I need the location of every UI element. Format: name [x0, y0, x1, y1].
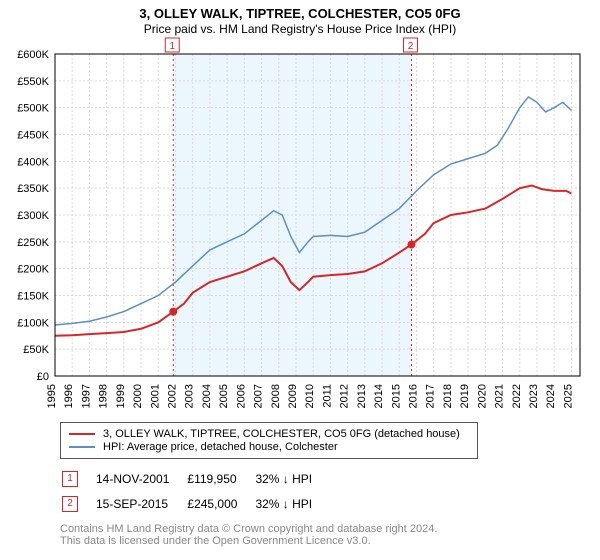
transaction-price: £245,000 — [187, 492, 253, 515]
chart-title: 3, OLLEY WALK, TIPTREE, COLCHESTER, CO5 … — [0, 6, 600, 21]
svg-text:1: 1 — [169, 41, 175, 52]
svg-text:£450K: £450K — [17, 130, 49, 142]
legend-label-property: 3, OLLEY WALK, TIPTREE, COLCHESTER, CO5 … — [103, 428, 460, 440]
svg-text:2007: 2007 — [253, 384, 265, 408]
svg-text:2008: 2008 — [270, 384, 282, 408]
svg-text:£200K: £200K — [17, 264, 49, 276]
transaction-row: 2 15-SEP-2015£245,00032% ↓ HPI — [62, 492, 328, 515]
transactions-table: 1 14-NOV-2001£119,95032% ↓ HPI 2 15-SEP-201… — [60, 465, 330, 517]
svg-text:2015: 2015 — [390, 384, 402, 408]
transaction-delta: 32% ↓ HPI — [255, 467, 328, 490]
svg-text:2009: 2009 — [287, 384, 299, 408]
svg-text:£150K: £150K — [17, 291, 49, 303]
footer: Contains HM Land Registry data © Crown c… — [60, 523, 600, 547]
transaction-date: 14-NOV-2001 — [96, 467, 185, 490]
svg-text:1999: 1999 — [115, 384, 127, 408]
svg-text:£600K: £600K — [17, 49, 49, 61]
svg-text:2005: 2005 — [218, 384, 230, 408]
transaction-date: 15-SEP-2015 — [96, 492, 185, 515]
svg-text:£400K: £400K — [17, 156, 49, 168]
legend-item-property: 3, OLLEY WALK, TIPTREE, COLCHESTER, CO5 … — [69, 428, 469, 440]
legend: 3, OLLEY WALK, TIPTREE, COLCHESTER, CO5 … — [60, 422, 478, 459]
svg-text:2022: 2022 — [511, 384, 523, 408]
legend-item-hpi: HPI: Average price, detached house, Colc… — [69, 441, 469, 453]
svg-text:2014: 2014 — [373, 384, 385, 408]
svg-text:2023: 2023 — [528, 384, 540, 408]
svg-text:2025: 2025 — [562, 384, 574, 408]
svg-text:2006: 2006 — [235, 384, 247, 408]
footer-line-2: This data is licensed under the Open Gov… — [60, 535, 600, 547]
legend-label-hpi: HPI: Average price, detached house, Colc… — [103, 441, 338, 453]
svg-text:2016: 2016 — [407, 384, 419, 408]
svg-text:2001: 2001 — [149, 384, 161, 408]
transaction-marker: 2 — [62, 496, 78, 512]
transaction-delta: 32% ↓ HPI — [255, 492, 328, 515]
svg-text:1997: 1997 — [80, 384, 92, 408]
svg-text:£500K: £500K — [17, 103, 49, 115]
svg-text:£250K: £250K — [17, 237, 49, 249]
svg-text:2000: 2000 — [132, 384, 144, 408]
svg-text:£0: £0 — [37, 371, 49, 383]
price-chart: £0 £50K £100K £150K £200K £250K £300K £350K £400… — [0, 36, 600, 416]
svg-text:2012: 2012 — [339, 384, 351, 408]
transaction-row: 1 14-NOV-2001£119,95032% ↓ HPI — [62, 467, 328, 490]
svg-text:2021: 2021 — [494, 384, 506, 408]
svg-text:2013: 2013 — [356, 384, 368, 408]
svg-text:2019: 2019 — [459, 384, 471, 408]
svg-text:2004: 2004 — [201, 384, 213, 408]
svg-text:2002: 2002 — [166, 384, 178, 408]
svg-text:2018: 2018 — [442, 384, 454, 408]
legend-swatch-property — [69, 433, 95, 435]
chart-subtitle: Price paid vs. HM Land Registry's House … — [0, 22, 600, 36]
svg-text:£350K: £350K — [17, 183, 49, 195]
svg-text:1996: 1996 — [63, 384, 75, 408]
svg-text:£550K: £550K — [17, 76, 49, 88]
transaction-marker: 1 — [62, 471, 78, 487]
svg-text:1995: 1995 — [46, 384, 58, 408]
svg-text:2017: 2017 — [425, 384, 437, 408]
svg-text:£50K: £50K — [23, 344, 49, 356]
svg-text:2020: 2020 — [476, 384, 488, 408]
legend-swatch-hpi — [69, 446, 95, 448]
transaction-price: £119,950 — [187, 467, 253, 490]
footer-line-1: Contains HM Land Registry data © Crown c… — [60, 523, 600, 535]
svg-text:2: 2 — [408, 41, 414, 52]
svg-text:2010: 2010 — [304, 384, 316, 408]
svg-text:1998: 1998 — [98, 384, 110, 408]
svg-text:£300K: £300K — [17, 210, 49, 222]
svg-text:2011: 2011 — [321, 384, 333, 408]
svg-text:2003: 2003 — [184, 384, 196, 408]
svg-text:£100K: £100K — [17, 317, 49, 329]
svg-text:2024: 2024 — [545, 384, 557, 408]
